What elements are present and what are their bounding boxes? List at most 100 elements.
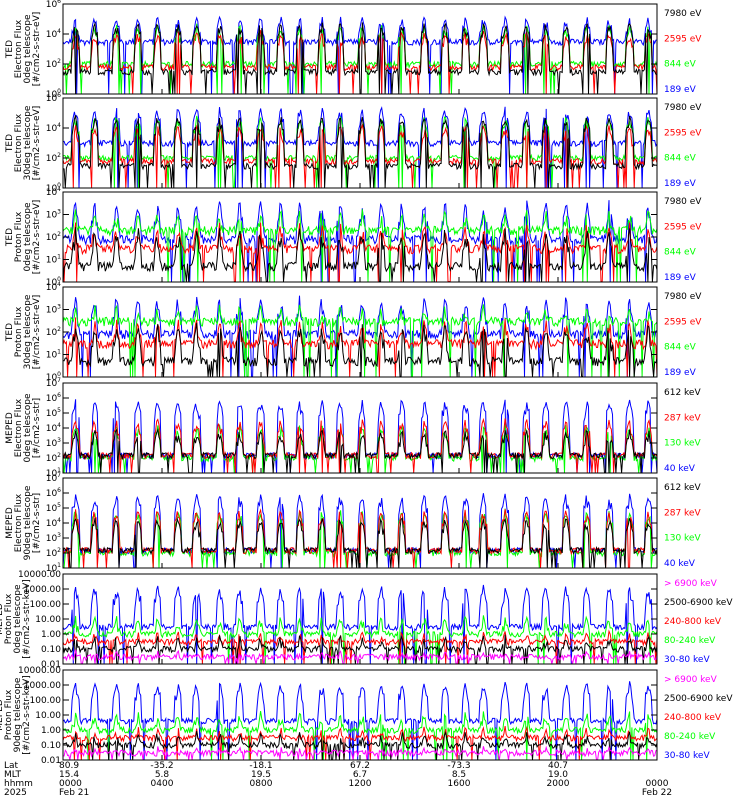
y-axis-label: TEDProton Flux0deg telescope[#/cm2-s-str… (5, 200, 42, 275)
series-trace (62, 295, 658, 377)
time-axis-value: 2000 (547, 779, 570, 789)
tick-label: 1.00 (41, 726, 61, 736)
tick-label: 104 (46, 281, 61, 293)
y-axis-label: TEDProton Flux30deg telescope[#/cm2-s-st… (5, 294, 42, 369)
panel-1: 100 102 104 106 TEDElectron Flux0deg telesco… (5, 0, 702, 100)
time-axis-value: Feb 21 (59, 788, 89, 798)
time-axis-row-label: Lat (4, 761, 19, 771)
y-axis-label: TEDElectron Flux30deg telescope[#/cm2-s-… (5, 105, 42, 180)
legend-entry: 2595 eV (664, 128, 702, 138)
series-trace (62, 681, 658, 760)
legend-entry: 189 eV (664, 273, 697, 283)
time-axis-value: 19.0 (548, 770, 568, 780)
legend-entry: 30-80 keV (664, 751, 710, 761)
tick-label: 10000.00 (18, 570, 61, 580)
tick-label: 100 (46, 182, 61, 194)
y-axis-label: MEPEDProton Flux90deg telescope[#/cm2-s-… (0, 675, 32, 754)
time-axis-value: 8.5 (452, 770, 466, 780)
time-axis-value: 6.7 (353, 770, 367, 780)
tick-label: 101 (46, 349, 61, 361)
y-axis-label: MEPEDProton Flux0deg telescope[#/cm2-s-s… (0, 579, 32, 658)
legend-entry: 30-80 keV (664, 655, 710, 665)
time-axis-value: -18.1 (249, 761, 272, 771)
series-trace (62, 21, 658, 95)
series-trace (62, 106, 658, 188)
tick-label: 104 (46, 28, 61, 40)
tick-label: 102 (46, 326, 61, 338)
tick-label: 1000.00 (24, 681, 61, 691)
y-axis-label: MEPEDElectron Flux90deg telescope[#/cm2-… (5, 485, 42, 560)
time-axis-row-label: MLT (4, 770, 22, 780)
tick-label: 104 (46, 186, 61, 198)
time-axis-value: 5.8 (155, 770, 170, 780)
time-axis-value: 0000 (646, 779, 669, 789)
legend-entry: 2595 eV (664, 317, 702, 327)
legend-entry: 2500-6900 keV (664, 598, 733, 608)
time-axis-value: -73.3 (447, 761, 470, 771)
series-trace (62, 304, 658, 377)
series-trace (62, 615, 658, 665)
legend-entry: 844 eV (664, 154, 697, 164)
time-axis-value: 80.9 (59, 761, 79, 771)
legend-entry: 80-240 keV (664, 732, 716, 742)
time-axis-value: 15.4 (59, 770, 79, 780)
tick-label: 104 (46, 422, 61, 434)
series-trace (62, 584, 658, 665)
legend-entry: 7980 eV (664, 9, 702, 19)
legend-entry: 287 keV (664, 508, 701, 518)
tick-label: 1.00 (41, 630, 61, 640)
series-trace (62, 29, 658, 94)
time-axis-value: 0400 (151, 779, 174, 789)
legend-entry: 844 eV (664, 60, 697, 70)
tick-label: 1000.00 (24, 585, 61, 595)
legend-entry: 2595 eV (664, 222, 702, 232)
legend-entry: > 6900 keV (664, 579, 718, 589)
legend-entry: 612 keV (664, 483, 701, 493)
time-axis-value: 0800 (250, 779, 273, 789)
series-trace (62, 725, 658, 760)
plot-frame (62, 573, 658, 665)
series-trace (62, 227, 658, 282)
series-trace (62, 317, 658, 377)
tick-label: 101 (46, 562, 61, 574)
legend-entry: 240-800 keV (664, 713, 722, 723)
tick-label: 102 (46, 58, 61, 70)
tick-label: 106 (46, 487, 61, 499)
series-trace (62, 711, 658, 760)
tick-label: 100.00 (30, 600, 62, 610)
tick-label: 101 (46, 254, 61, 266)
tick-label: 0.10 (41, 645, 61, 655)
legend-entry: 130 keV (664, 534, 701, 544)
legend-entry: 844 eV (664, 248, 697, 258)
legend-entry: 189 eV (664, 368, 697, 378)
panel-2: 100 102 104 106 TEDElectron Flux30deg telesc… (5, 92, 702, 194)
tick-label: 100 (46, 276, 61, 288)
tick-label: 100.00 (30, 696, 62, 706)
series-trace (62, 634, 658, 665)
tick-label: 102 (46, 152, 61, 164)
legend-entry: 7980 eV (664, 197, 702, 207)
time-axis-value: 40.7 (548, 761, 568, 771)
time-axis-value: 0000 (59, 779, 82, 789)
tick-label: 102 (46, 231, 61, 243)
legend-entry: 844 eV (664, 343, 697, 353)
tick-label: 105 (46, 502, 61, 514)
series-trace (62, 209, 658, 282)
panel-5: 101 102 103 104 105 106 107 MEPEDElectron Flux0… (5, 377, 701, 479)
tick-label: 102 (46, 452, 61, 464)
legend-entry: 40 keV (664, 464, 696, 474)
time-axis-value: 1200 (349, 779, 372, 789)
tick-label: 106 (46, 92, 61, 104)
legend-entry: 2500-6900 keV (664, 694, 733, 704)
tick-label: 107 (46, 377, 61, 389)
series-trace (62, 629, 658, 664)
panel-8: 0.01 0.10 1.00 10.00 100.00 1000.00 10000.00ME… (0, 666, 733, 766)
y-axis-label: TEDElectron Flux0deg telescope[#/cm2-s-s… (5, 12, 42, 87)
tick-label: 104 (46, 122, 61, 134)
tick-label: 101 (46, 467, 61, 479)
series-trace (62, 15, 657, 95)
tick-label: 0.10 (41, 741, 61, 751)
tick-label: 103 (46, 209, 61, 221)
tick-label: 10.00 (35, 711, 61, 721)
